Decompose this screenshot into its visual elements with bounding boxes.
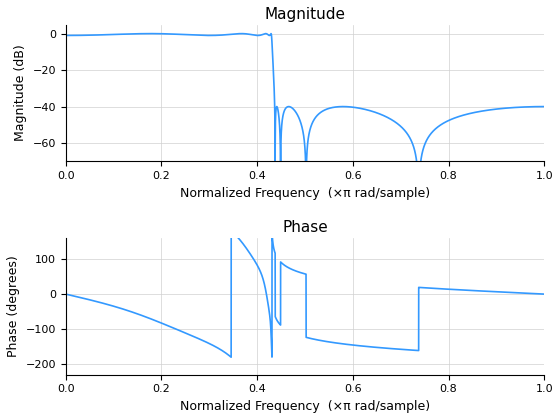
Title: Magnitude: Magnitude: [264, 7, 346, 22]
Y-axis label: Magnitude (dB): Magnitude (dB): [14, 45, 27, 141]
X-axis label: Normalized Frequency  (×π rad/sample): Normalized Frequency (×π rad/sample): [180, 186, 430, 199]
Title: Phase: Phase: [282, 220, 328, 236]
X-axis label: Normalized Frequency  (×π rad/sample): Normalized Frequency (×π rad/sample): [180, 400, 430, 413]
Y-axis label: Phase (degrees): Phase (degrees): [7, 255, 20, 357]
